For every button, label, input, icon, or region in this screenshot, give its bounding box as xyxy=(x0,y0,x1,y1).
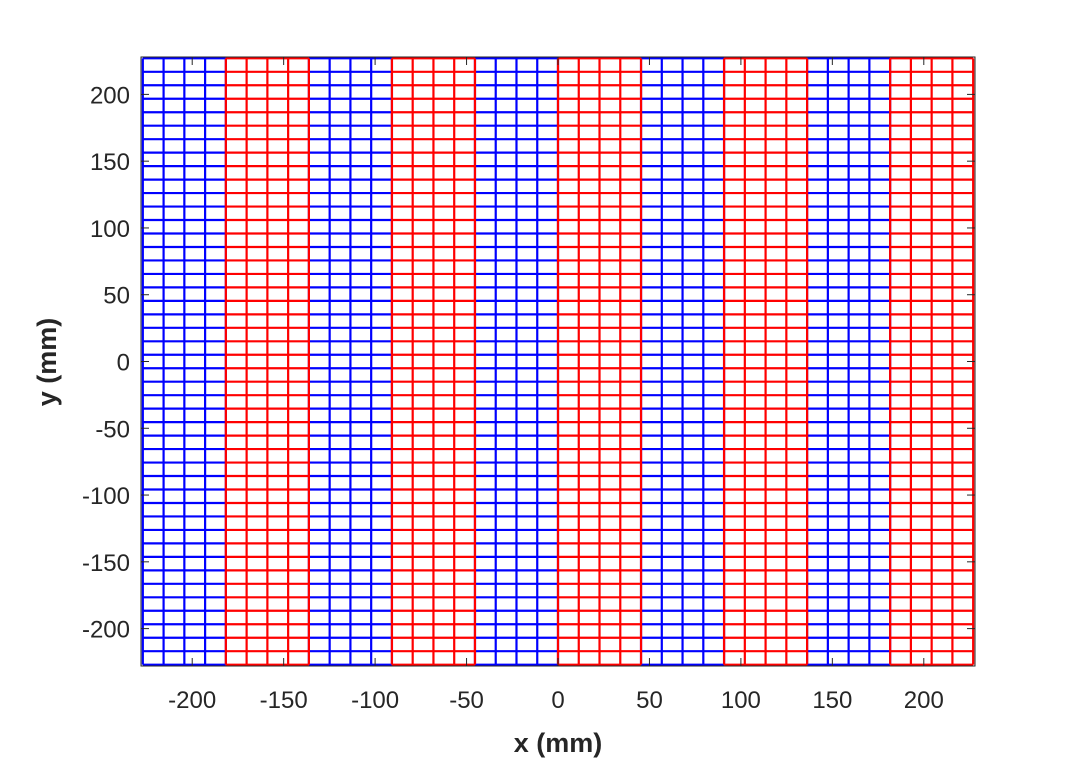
x-tick-label: 200 xyxy=(904,687,944,714)
tick-layer: -200 -150 -100 -50 0 50 100 150 200 200 150 100 50 0 -… xyxy=(82,57,975,714)
y-tick-label: 150 xyxy=(90,149,130,176)
x-tick-label: 0 xyxy=(551,687,564,714)
x-tick-label: 150 xyxy=(812,687,852,714)
x-tick-label: -200 xyxy=(168,687,216,714)
y-tick-label: 100 xyxy=(90,216,130,243)
y-tick-label: -200 xyxy=(82,617,130,644)
y-tick-label: -100 xyxy=(82,483,130,510)
y-tick-label: 50 xyxy=(103,283,130,310)
red-mesh-stripe-3 xyxy=(556,57,643,666)
y-tick-label: 200 xyxy=(90,82,130,109)
x-tick-label: -150 xyxy=(260,687,308,714)
y-tick-label: -50 xyxy=(95,416,130,443)
y-axis-label: y (mm) xyxy=(32,318,62,407)
blue-mesh-stripe-3 xyxy=(473,57,560,666)
red-mesh-stripe-2 xyxy=(390,57,477,666)
mesh-layer xyxy=(141,57,975,666)
x-tick-label: 100 xyxy=(721,687,761,714)
red-mesh-stripe-4 xyxy=(722,57,809,666)
red-mesh-stripe-5 xyxy=(889,57,975,666)
y-tick-label: -150 xyxy=(82,550,130,577)
y-tick-label: 0 xyxy=(117,350,130,377)
x-tick-label: -100 xyxy=(351,687,399,714)
x-axis-label: x (mm) xyxy=(514,728,603,758)
x-tick-label: -50 xyxy=(449,687,484,714)
x-tick-label: 50 xyxy=(636,687,663,714)
red-mesh-stripe-1 xyxy=(224,57,310,666)
